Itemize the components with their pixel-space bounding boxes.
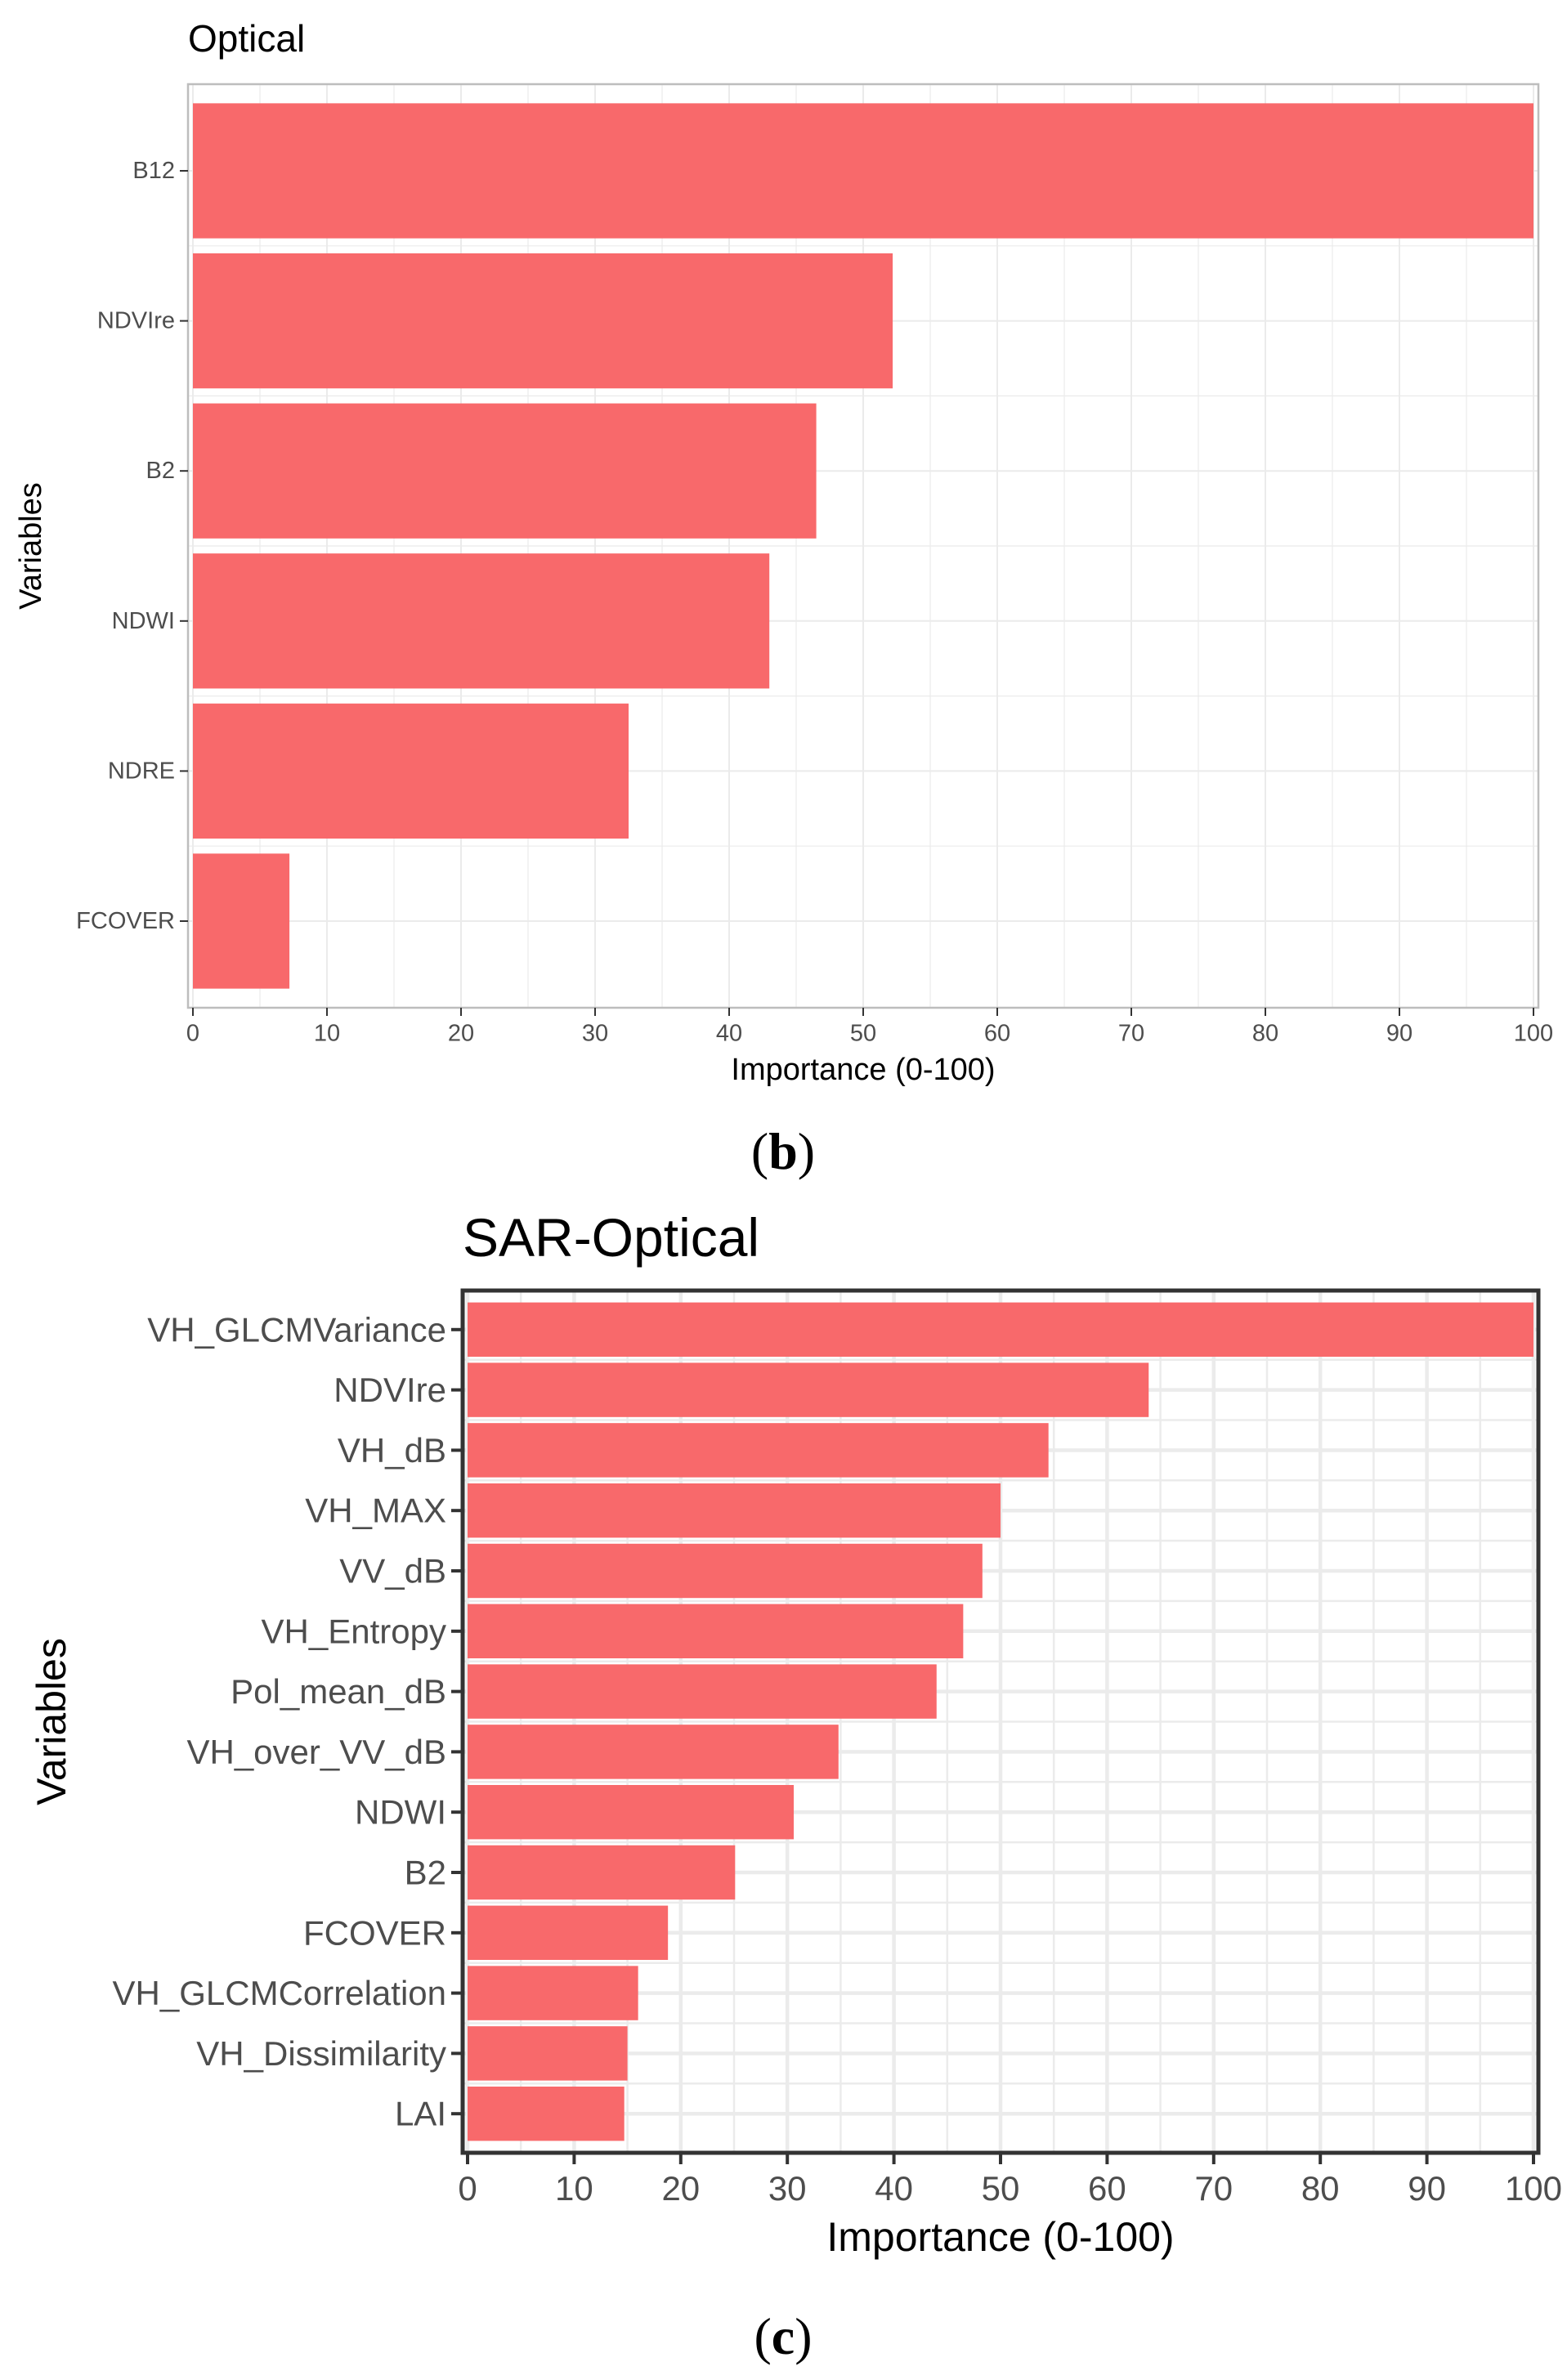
optical-x-tick-label: 30 <box>582 1020 608 1046</box>
sar-optical-y-tick-label: VH_Entropy <box>262 1612 446 1650</box>
optical-x-tick-label: 100 <box>1514 1020 1553 1046</box>
sar-optical-y-axis-label: Variables <box>29 1638 74 1805</box>
sar-optical-y-tick-label: Pol_mean_dB <box>231 1672 446 1711</box>
sar-optical-x-tick-label: 20 <box>661 2169 700 2208</box>
optical-chart-title: Optical <box>188 17 305 60</box>
sar-optical-bar-b2 <box>468 1845 736 1900</box>
sar-optical-bar-vh-glcmcorrelation <box>468 1966 638 2020</box>
sar-optical-bar-vh-dissimilarity <box>468 2026 628 2081</box>
sar-optical-x-tick-label: 100 <box>1505 2169 1562 2208</box>
optical-bar-ndre <box>193 703 629 839</box>
optical-x-tick-label: 80 <box>1252 1020 1278 1046</box>
sar-optical-bar-vh-db <box>468 1423 1049 1478</box>
sar-optical-y-tick-label: VH_dB <box>338 1431 446 1470</box>
optical-x-tick-label: 10 <box>314 1020 340 1046</box>
optical-x-axis-label: Importance (0-100) <box>731 1053 995 1087</box>
optical-x-tick-label: 90 <box>1386 1020 1413 1046</box>
sar-optical-y-tick-label: VH_MAX <box>305 1492 446 1530</box>
optical-y-tick-label: B2 <box>146 458 175 484</box>
sar-optical-x-tick-label: 80 <box>1301 2169 1340 2208</box>
optical-x-tick-label: 40 <box>716 1020 742 1046</box>
sar-optical-x-axis-label: Importance (0-100) <box>826 2214 1174 2260</box>
optical-bar-b2 <box>193 403 817 539</box>
optical-x-tick-label: 70 <box>1118 1020 1144 1046</box>
sar-optical-panel-label: (c) <box>754 2307 812 2365</box>
sar-optical-y-tick-label: VH_GLCMVariance <box>147 1310 446 1349</box>
optical-x-tick-label: 0 <box>186 1020 199 1046</box>
sar-optical-bar-fcover <box>468 1905 669 1961</box>
sar-optical-bar-lai <box>468 2086 625 2141</box>
optical-bar-b12 <box>193 103 1533 239</box>
optical-y-tick-label: NDWI <box>112 608 175 634</box>
sar-optical-y-tick-label: VH_Dissimilarity <box>196 2034 446 2073</box>
optical-x-tick-label: 50 <box>850 1020 876 1046</box>
sar-optical-bar-ndvire <box>468 1362 1149 1417</box>
optical-y-axis-label: Variables <box>14 482 48 610</box>
sar-optical-x-tick-label: 10 <box>555 2169 593 2208</box>
optical-x-tick-label: 20 <box>448 1020 474 1046</box>
sar-optical-x-tick-label: 70 <box>1194 2169 1233 2208</box>
sar-optical-y-tick-label: B2 <box>405 1854 446 1892</box>
sar-optical-x-tick-label: 40 <box>875 2169 913 2208</box>
sar-optical-chart-title: SAR-Optical <box>463 1207 759 1268</box>
sar-optical-y-tick-label: NDVIre <box>334 1371 446 1409</box>
sar-optical-y-tick-label: FCOVER <box>303 1913 446 1952</box>
sar-optical-bar-pol-mean-db <box>468 1664 937 1719</box>
sar-optical-x-tick-label: 60 <box>1088 2169 1126 2208</box>
sar-optical-bar-vh-over-vv-db <box>468 1725 839 1779</box>
optical-y-tick-label: NDRE <box>108 758 175 784</box>
sar-optical-bar-ndwi <box>468 1784 795 1840</box>
optical-x-tick-label: 60 <box>984 1020 1010 1046</box>
sar-optical-y-tick-label: VV_dB <box>339 1552 446 1590</box>
sar-optical-bar-vh-max <box>468 1483 1001 1538</box>
sar-optical-x-tick-label: 50 <box>982 2169 1020 2208</box>
optical-y-tick-label: B12 <box>132 158 175 184</box>
sar-optical-bar-vv-db <box>468 1543 983 1599</box>
sar-optical-y-tick-label: VH_over_VV_dB <box>186 1733 446 1771</box>
optical-y-tick-label: NDVIre <box>97 308 175 334</box>
sar-optical-x-tick-label: 30 <box>768 2169 807 2208</box>
optical-y-tick-label: FCOVER <box>76 908 175 934</box>
sar-optical-x-tick-label: 0 <box>458 2169 477 2208</box>
sar-optical-y-tick-label: NDWI <box>355 1793 446 1832</box>
sar-optical-y-tick-label: VH_GLCMCorrelation <box>113 1974 446 2012</box>
sar-optical-x-tick-label: 90 <box>1408 2169 1446 2208</box>
sar-optical-bar-vh-glcmvariance <box>468 1302 1533 1358</box>
optical-bar-fcover <box>193 853 290 989</box>
sar-optical-y-tick-label: LAI <box>395 2095 446 2133</box>
sar-optical-bar-vh-entropy <box>468 1604 964 1659</box>
optical-panel-label: (b) <box>751 1122 815 1180</box>
optical-bar-ndwi <box>193 553 770 689</box>
optical-bar-ndvire <box>193 253 893 389</box>
